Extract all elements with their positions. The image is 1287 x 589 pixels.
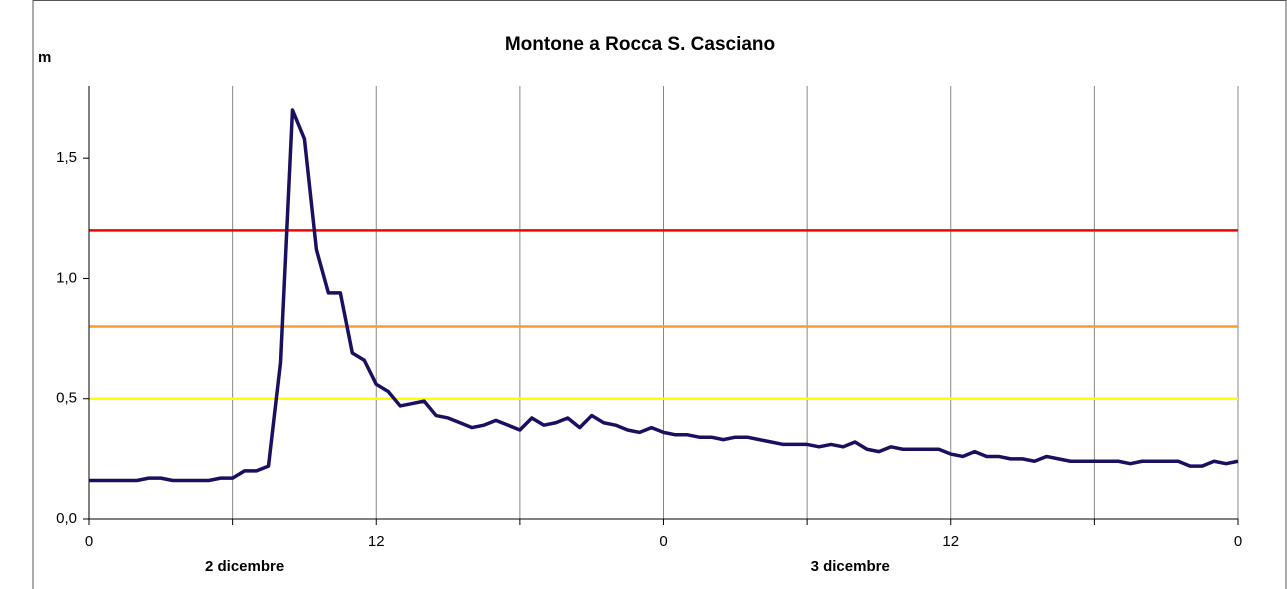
day-label: 3 dicembre [811, 558, 890, 575]
day-label: 2 dicembre [205, 558, 284, 575]
y-tick-label: 1,5 [56, 149, 77, 166]
y-tick-label: 1,0 [56, 269, 77, 286]
y-tick-label: 0,0 [56, 510, 77, 527]
chart-title: Montone a Rocca S. Casciano [505, 34, 775, 55]
data-line [89, 108, 1239, 483]
chart-frame [32, 0, 1287, 589]
x-tick-label: 12 [942, 533, 959, 550]
x-tick-label: 0 [85, 533, 93, 550]
x-tick-label: 0 [1234, 533, 1242, 550]
y-tick-label: 0,5 [56, 390, 77, 407]
x-tick-label: 12 [368, 533, 385, 550]
x-tick-label: 0 [659, 533, 667, 550]
y-axis-label: m [38, 49, 51, 66]
